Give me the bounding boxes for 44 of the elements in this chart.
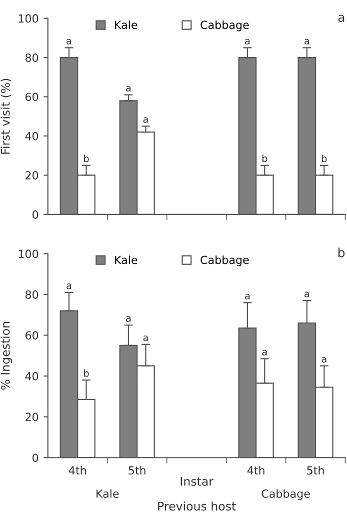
- y-axis-title: First visit (%): [0, 78, 12, 154]
- data-label: a: [126, 316, 131, 322]
- y-tick-label: 20: [26, 171, 38, 180]
- y-tick-label: 60: [25, 331, 38, 340]
- chart-title: b: [338, 248, 345, 258]
- y-tick-label: 0: [32, 454, 38, 462]
- x-tick-label: 5th: [128, 466, 146, 475]
- x-axis-title: Instar: [180, 477, 214, 486]
- data-label: a: [262, 350, 267, 356]
- data-label: a: [143, 117, 148, 123]
- y-axis-title: % Ingestion: [0, 322, 12, 390]
- chart-title: a: [338, 14, 344, 22]
- text: Cabbage: [262, 489, 310, 500]
- y-tick-label: 80: [25, 54, 38, 62]
- y-tick-label: 100: [18, 250, 38, 258]
- x-tick-label: 4th: [68, 466, 86, 474]
- legend-label: Kale: [115, 255, 138, 264]
- x-tick-label: 4th: [247, 466, 264, 474]
- text: Previous host: [158, 501, 236, 511]
- x-tick-label: 5th: [307, 466, 324, 475]
- data-label: a: [304, 292, 309, 298]
- y-tick-label: 40: [25, 132, 38, 140]
- data-label: a: [245, 38, 250, 44]
- data-label: b: [322, 154, 327, 162]
- legend-label: Cabbage: [200, 20, 249, 32]
- y-tick-label: 100: [18, 14, 38, 23]
- y-tick-label: 0: [32, 210, 38, 219]
- legend-label: Cabbage: [200, 255, 249, 266]
- data-label: a: [66, 38, 72, 44]
- y-tick-label: 60: [25, 92, 38, 102]
- y-tick-label: 80: [25, 290, 38, 299]
- data-label: a: [66, 284, 72, 290]
- text: Kale: [96, 489, 119, 498]
- y-tick-label: 40: [25, 372, 38, 380]
- data-label: b: [84, 369, 89, 377]
- data-label: b: [84, 154, 89, 162]
- data-label: a: [143, 336, 148, 342]
- data-label: a: [245, 294, 250, 300]
- data-label: b: [262, 154, 268, 162]
- data-label: a: [322, 356, 326, 363]
- data-label: a: [126, 86, 131, 92]
- legend-label: Kale: [115, 20, 138, 30]
- y-tick-label: 20: [26, 412, 38, 422]
- data-label: a: [304, 38, 309, 44]
